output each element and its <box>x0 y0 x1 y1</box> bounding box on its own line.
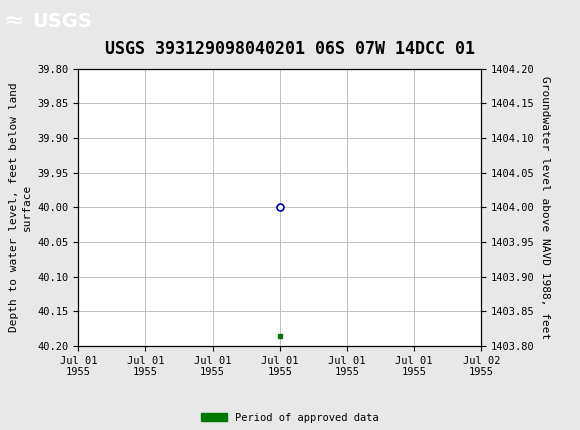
Legend: Period of approved data: Period of approved data <box>201 413 379 423</box>
Text: ≈: ≈ <box>3 9 24 34</box>
Y-axis label: Groundwater level above NAVD 1988, feet: Groundwater level above NAVD 1988, feet <box>541 76 550 339</box>
Text: USGS 393129098040201 06S 07W 14DCC 01: USGS 393129098040201 06S 07W 14DCC 01 <box>105 40 475 58</box>
Y-axis label: Depth to water level, feet below land
surface: Depth to water level, feet below land su… <box>9 83 32 332</box>
Text: USGS: USGS <box>32 12 92 31</box>
